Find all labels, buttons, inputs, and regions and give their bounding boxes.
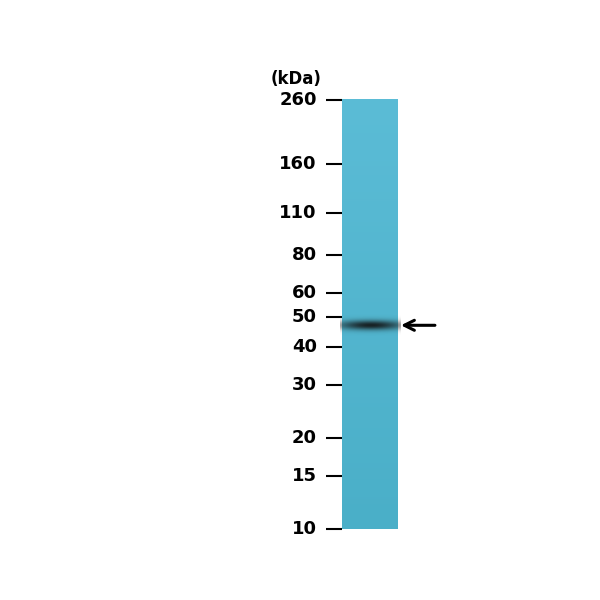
Text: 10: 10 — [292, 520, 317, 538]
Text: 80: 80 — [292, 246, 317, 264]
Text: 30: 30 — [292, 376, 317, 394]
Text: 40: 40 — [292, 338, 317, 356]
Text: 160: 160 — [279, 155, 317, 173]
Text: 260: 260 — [279, 91, 317, 109]
Text: (kDa): (kDa) — [271, 70, 322, 88]
Text: 20: 20 — [292, 429, 317, 447]
Text: 60: 60 — [292, 284, 317, 302]
Text: 50: 50 — [292, 308, 317, 326]
Text: 15: 15 — [292, 467, 317, 485]
Text: 110: 110 — [279, 204, 317, 222]
